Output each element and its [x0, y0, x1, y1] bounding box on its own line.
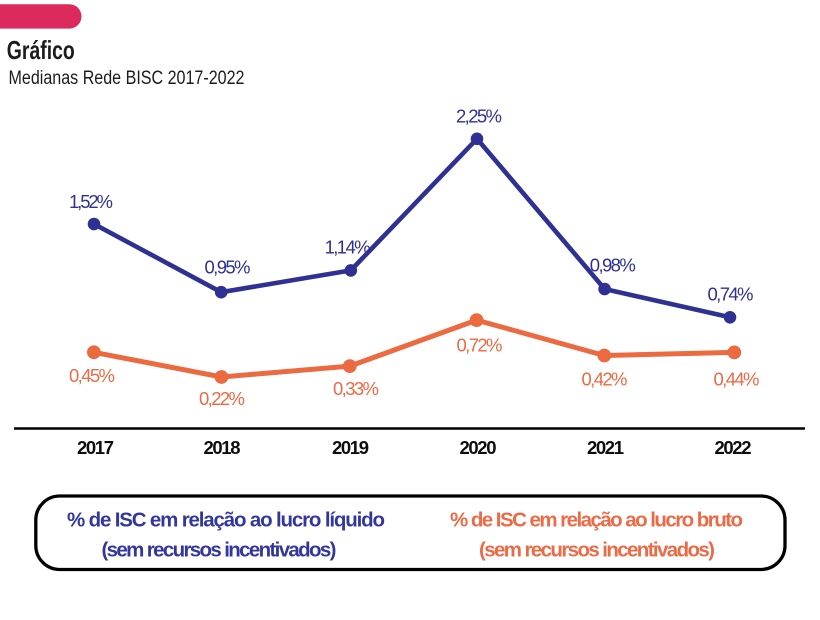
svg-text:2022: 2022: [715, 437, 752, 458]
svg-text:2,25%: 2,25%: [456, 105, 502, 126]
svg-text:(sem recursos incentivados): (sem recursos incentivados): [479, 539, 715, 562]
svg-text:1,14%: 1,14%: [325, 237, 371, 258]
svg-text:Gráfico: Gráfico: [7, 35, 75, 65]
svg-text:0,74%: 0,74%: [708, 283, 754, 304]
svg-text:2020: 2020: [460, 437, 497, 458]
svg-text:2019: 2019: [332, 437, 369, 458]
svg-text:0,22%: 0,22%: [199, 388, 245, 409]
svg-text:Medianas Rede BISC 2017-2022: Medianas Rede BISC 2017-2022: [9, 68, 245, 89]
svg-text:0,33%: 0,33%: [333, 378, 379, 399]
svg-text:1,52%: 1,52%: [69, 191, 113, 212]
svg-text:0,44%: 0,44%: [714, 369, 760, 390]
svg-text:% de ISC em relação ao lucro b: % de ISC em relação ao lucro bruto: [450, 509, 743, 532]
svg-text:0,72%: 0,72%: [457, 335, 503, 356]
svg-text:2018: 2018: [204, 437, 241, 458]
svg-text:2017: 2017: [77, 437, 114, 458]
svg-text:0,42%: 0,42%: [582, 369, 628, 390]
svg-text:% de ISC em relação ao lucro l: % de ISC em relação ao lucro líquido: [67, 509, 385, 532]
svg-text:0,95%: 0,95%: [205, 257, 251, 278]
svg-text:2021: 2021: [587, 437, 624, 458]
svg-text:0,98%: 0,98%: [590, 254, 636, 275]
svg-text:0,45%: 0,45%: [69, 365, 115, 386]
svg-text:(sem recursos incentivados): (sem recursos incentivados): [102, 539, 337, 562]
